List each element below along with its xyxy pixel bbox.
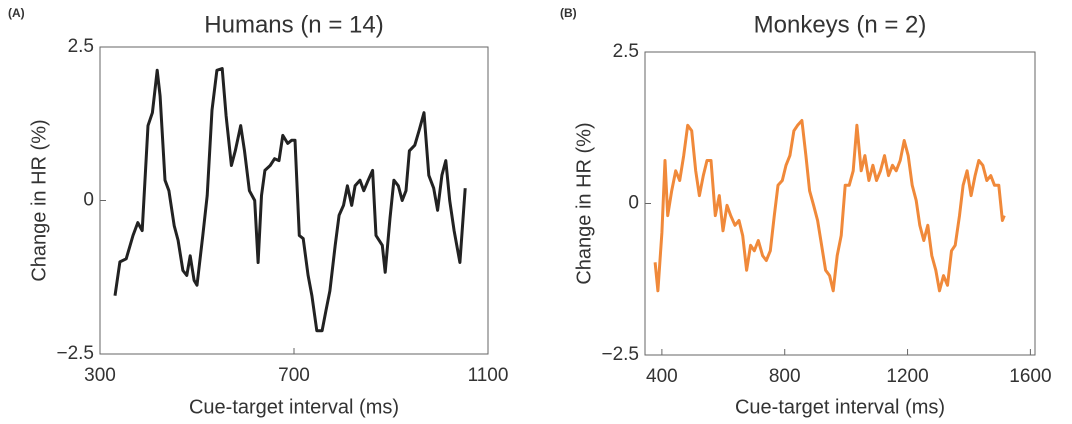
x-tick-label: 1200 (886, 366, 928, 387)
plot-frame (99, 46, 489, 355)
plot-frame (644, 51, 1036, 356)
y-tick-label: 0 (83, 190, 94, 211)
data-line (113, 67, 467, 333)
x-tick-label: 800 (769, 366, 801, 387)
x-axis-label: Cue-target interval (ms) (735, 396, 945, 418)
x-tick-label: 1100 (468, 365, 509, 386)
y-tick-label: 0 (628, 193, 639, 214)
x-tick-label: 300 (84, 365, 116, 386)
chart-title: Monkeys (n = 2) (754, 11, 927, 38)
y-axis-label: Change in HR (%) (573, 122, 595, 284)
x-tick-label: 400 (646, 366, 678, 387)
x-axis-label: Cue-target interval (ms) (189, 396, 399, 418)
chart-title: Humans (n = 14) (204, 11, 383, 38)
y-tick-label: 2.5 (613, 41, 639, 62)
panel-label: (A) (8, 6, 25, 20)
y-tick-label: 2.5 (68, 36, 94, 57)
data-line (653, 119, 1006, 293)
y-tick-label: −2.5 (601, 344, 639, 365)
y-tick-label: −2.5 (56, 343, 94, 364)
x-tick-label: 700 (278, 365, 310, 386)
panel-label: (B) (560, 6, 577, 20)
y-axis-label: Change in HR (%) (28, 119, 50, 281)
x-tick-label: 1600 (1009, 366, 1051, 387)
